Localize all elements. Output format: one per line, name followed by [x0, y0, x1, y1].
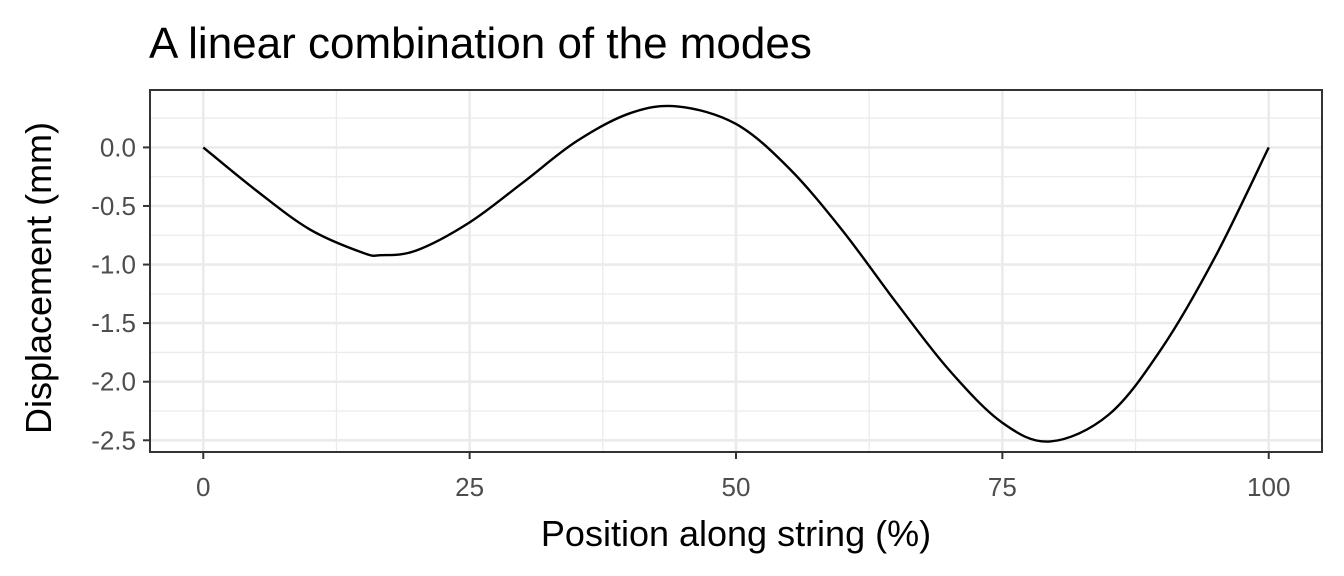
major-gridlines-x — [201, 90, 1271, 452]
x-tick-label: 75 — [988, 472, 1017, 502]
x-axis-ticks: 0 25 50 75 100 — [196, 452, 1290, 502]
x-tick-label: 50 — [722, 472, 751, 502]
y-axis-ticks: 0.0 -0.5 -1.0 -1.5 -2.0 -2.5 — [91, 132, 150, 455]
major-gridlines-y — [150, 146, 1322, 442]
x-tick-label: 0 — [196, 472, 210, 502]
y-tick-label: -1.5 — [91, 308, 136, 338]
y-tick-label: -1.0 — [91, 250, 136, 280]
minor-gridlines-x — [335, 90, 1137, 452]
y-tick-label: -0.5 — [91, 191, 136, 221]
y-tick-label: 0.0 — [100, 132, 136, 162]
y-tick-label: -2.5 — [91, 425, 136, 455]
x-axis-title: Position along string (%) — [541, 513, 931, 554]
displacement-line — [202, 104, 1270, 443]
chart-title: A linear combination of the modes — [149, 19, 812, 68]
y-tick-label: -2.0 — [91, 367, 136, 397]
x-tick-label: 100 — [1247, 472, 1290, 502]
x-tick-label: 25 — [455, 472, 484, 502]
y-axis-title: Displacement (mm) — [18, 122, 59, 434]
